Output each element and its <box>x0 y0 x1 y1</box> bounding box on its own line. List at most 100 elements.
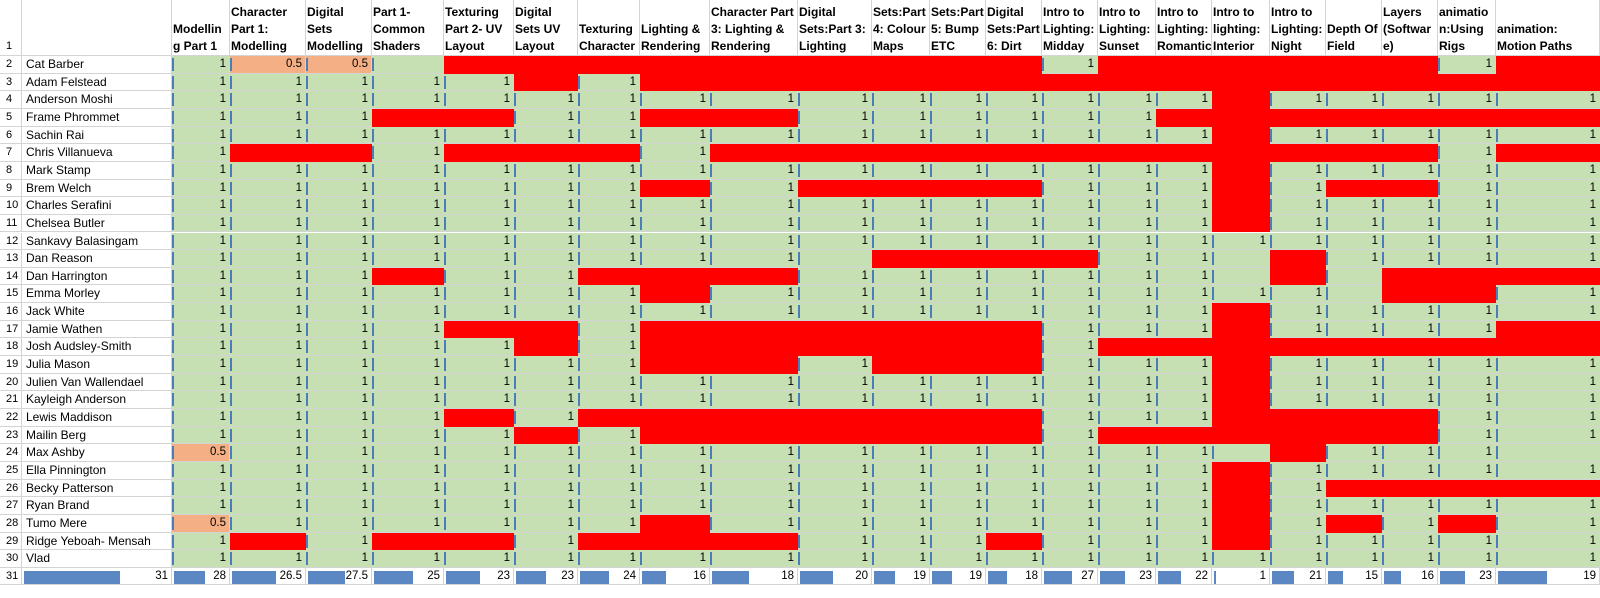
grade-cell[interactable]: 1 <box>1042 391 1098 409</box>
grade-cell[interactable]: 1 <box>578 91 640 109</box>
grade-cell[interactable]: 1 <box>798 391 872 409</box>
grade-cell[interactable]: 1 <box>372 144 444 162</box>
grade-cell[interactable]: 1 <box>514 126 578 145</box>
grade-cell[interactable]: 1 <box>930 232 986 251</box>
grade-cell[interactable]: 1 <box>372 320 444 339</box>
grade-cell[interactable]: 1 <box>1098 356 1156 374</box>
row-number[interactable]: 18 <box>0 338 22 357</box>
grade-cell[interactable]: 1 <box>578 161 640 180</box>
grade-cell[interactable]: 1 <box>306 108 372 127</box>
grade-cell[interactable]: 1 <box>640 461 710 480</box>
grade-cell[interactable]: 1 <box>798 303 872 321</box>
row-number[interactable]: 2 <box>0 56 22 74</box>
grade-cell[interactable] <box>798 56 872 74</box>
row-number[interactable]: 25 <box>0 461 22 480</box>
grade-cell[interactable]: 1 <box>578 426 640 445</box>
grade-cell[interactable]: 1 <box>1042 497 1098 515</box>
grade-cell[interactable]: 1 <box>1156 303 1212 321</box>
column-header[interactable]: Intro to lighting: Interior <box>1212 0 1270 56</box>
grade-cell[interactable]: 1 <box>444 550 514 568</box>
row-number[interactable]: 14 <box>0 267 22 286</box>
grade-cell[interactable] <box>514 73 578 92</box>
grade-cell[interactable] <box>930 338 986 357</box>
grade-cell[interactable]: 1 <box>710 91 798 109</box>
student-name-cell[interactable]: Julia Mason <box>22 356 172 374</box>
grade-cell[interactable]: 1 <box>798 126 872 145</box>
column-header[interactable]: Intro to Lighting: Romantic <box>1156 0 1212 56</box>
grade-cell[interactable] <box>1382 409 1438 427</box>
grade-cell[interactable]: 1 <box>1496 197 1600 215</box>
grade-cell[interactable]: 1 <box>710 391 798 409</box>
grade-cell[interactable]: 1 <box>930 444 986 462</box>
student-name-cell[interactable]: Anderson Moshi <box>22 91 172 109</box>
grade-cell[interactable]: 1 <box>230 197 306 215</box>
grade-cell[interactable]: 1 <box>710 197 798 215</box>
grade-cell[interactable]: 1 <box>640 250 710 268</box>
grade-cell[interactable]: 1 <box>1438 532 1496 551</box>
grade-cell[interactable] <box>1438 514 1496 533</box>
grade-cell[interactable]: 1 <box>930 285 986 304</box>
grade-cell[interactable]: 1 <box>1270 479 1326 498</box>
grade-cell[interactable]: 1 <box>1438 409 1496 427</box>
grade-cell[interactable]: 1 <box>1496 179 1600 198</box>
grade-cell[interactable]: 1 <box>710 126 798 145</box>
grade-cell[interactable]: 1 <box>1326 444 1382 462</box>
grade-cell[interactable]: 1 <box>578 444 640 462</box>
grade-cell[interactable]: 1 <box>172 532 230 551</box>
grade-cell[interactable] <box>640 56 710 74</box>
grade-cell[interactable]: 0.5 <box>172 514 230 533</box>
total-cell[interactable]: 19 <box>872 567 930 586</box>
grade-cell[interactable]: 1 <box>306 232 372 251</box>
header-cell-blank[interactable] <box>22 0 172 56</box>
grade-cell[interactable] <box>872 250 930 268</box>
grade-cell[interactable]: 1 <box>640 497 710 515</box>
grade-cell[interactable]: 1 <box>1042 514 1098 533</box>
grade-cell[interactable]: 1 <box>372 303 444 321</box>
grade-cell[interactable] <box>1156 108 1212 127</box>
grade-cell[interactable] <box>1212 179 1270 198</box>
grade-cell[interactable]: 1 <box>1098 532 1156 551</box>
grade-cell[interactable]: 1 <box>1382 303 1438 321</box>
column-header[interactable]: animatio n:Using Rigs <box>1438 0 1496 56</box>
grade-cell[interactable]: 1 <box>986 303 1042 321</box>
grade-cell[interactable]: 1 <box>230 514 306 533</box>
grade-cell[interactable] <box>1438 267 1496 286</box>
grade-cell[interactable]: 1 <box>1270 126 1326 145</box>
grade-cell[interactable]: 1 <box>230 338 306 357</box>
row-number[interactable]: 23 <box>0 426 22 445</box>
grade-cell[interactable]: 1 <box>230 285 306 304</box>
grade-cell[interactable] <box>872 409 930 427</box>
grade-cell[interactable]: 1 <box>306 179 372 198</box>
grade-cell[interactable]: 1 <box>306 550 372 568</box>
student-name-cell[interactable]: Lewis Maddison <box>22 409 172 427</box>
grade-cell[interactable] <box>1212 161 1270 180</box>
grade-cell[interactable] <box>986 338 1042 357</box>
column-header[interactable]: Part 1- Common Shaders <box>372 0 444 56</box>
grade-cell[interactable] <box>1156 144 1212 162</box>
grade-cell[interactable] <box>1496 56 1600 74</box>
grade-cell[interactable] <box>710 144 798 162</box>
grade-cell[interactable]: 1 <box>230 461 306 480</box>
grade-cell[interactable] <box>444 56 514 74</box>
grade-cell[interactable] <box>1496 73 1600 92</box>
grade-cell[interactable] <box>930 144 986 162</box>
total-cell[interactable]: 18 <box>710 567 798 586</box>
grade-cell[interactable]: 1 <box>1496 409 1600 427</box>
grade-cell[interactable]: 1 <box>1496 161 1600 180</box>
grade-cell[interactable]: 1 <box>372 197 444 215</box>
grade-cell[interactable]: 1 <box>798 197 872 215</box>
grade-cell[interactable]: 1 <box>872 479 930 498</box>
grade-cell[interactable]: 1 <box>578 73 640 92</box>
grade-cell[interactable] <box>1270 144 1326 162</box>
grade-cell[interactable] <box>1382 56 1438 74</box>
grade-cell[interactable]: 1 <box>872 161 930 180</box>
total-cell[interactable]: 16 <box>640 567 710 586</box>
student-name-cell[interactable]: Ella Pinnington <box>22 461 172 480</box>
grade-cell[interactable]: 1 <box>306 303 372 321</box>
grade-cell[interactable] <box>986 320 1042 339</box>
total-cell[interactable]: 28 <box>172 567 230 586</box>
grade-cell[interactable] <box>578 144 640 162</box>
grade-cell[interactable]: 1 <box>710 232 798 251</box>
grade-cell[interactable]: 1 <box>930 373 986 392</box>
grade-cell[interactable]: 1 <box>1098 161 1156 180</box>
